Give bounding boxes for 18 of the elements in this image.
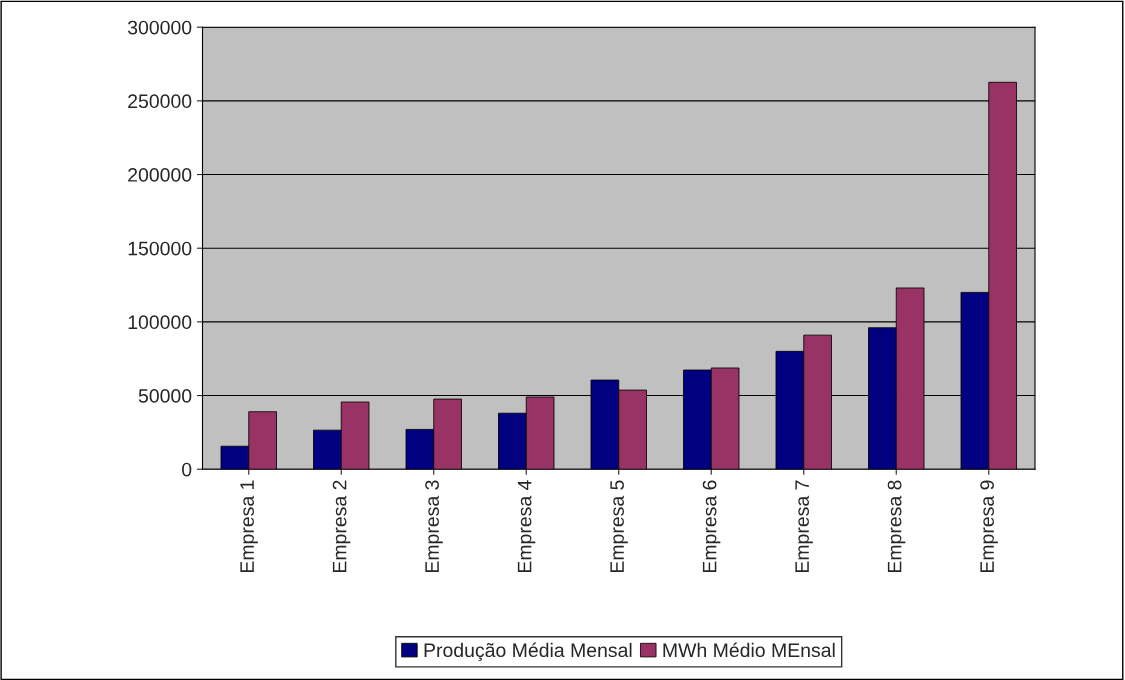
legend-label: Produção Média Mensal [424, 642, 632, 662]
y-tick-label: 150000 [128, 241, 192, 256]
x-tick-label: Empresa 1 [240, 480, 258, 573]
y-tick-label: 300000 [127, 20, 192, 35]
x-tick-label: Empresa 9 [980, 480, 998, 573]
y-tick-label: 50000 [138, 389, 192, 403]
x-tick-label: Empresa 4 [517, 480, 536, 573]
x-tick-label: Empresa 8 [887, 480, 906, 573]
x-tick-label: Empresa 7 [795, 480, 813, 573]
x-tick-label: Empresa 5 [610, 480, 628, 573]
y-tick-label: 200000 [128, 168, 192, 182]
legend-label: MWh Médio MEnsal [663, 642, 835, 658]
y-tick-label: 250000 [128, 94, 192, 109]
x-tick-label: Empresa 3 [425, 480, 443, 573]
x-tick-label: Empresa 6 [702, 480, 721, 573]
x-tick-label: Empresa 2 [332, 480, 351, 573]
y-tick-label: 100000 [128, 315, 192, 330]
y-tick-label: 0 [182, 462, 192, 477]
